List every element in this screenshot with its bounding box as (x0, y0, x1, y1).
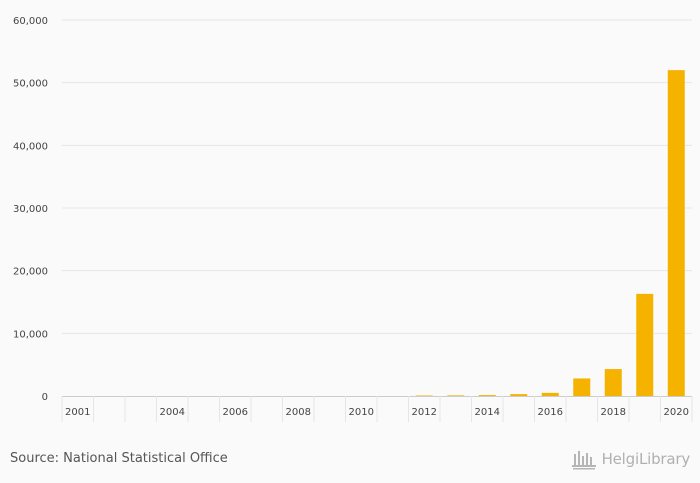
bar (636, 293, 654, 396)
bar (573, 378, 591, 396)
logo-wordmark: HelgiLibrary (601, 450, 691, 468)
x-tick-label: 2018 (601, 407, 626, 418)
library-building-icon (571, 451, 596, 470)
bar (447, 395, 465, 396)
bar (604, 369, 622, 396)
y-tick-label: 20,000 (13, 267, 48, 278)
x-tick-label: 2020 (664, 407, 689, 418)
x-tick-label: 2016 (538, 407, 563, 418)
y-tick-label: 10,000 (13, 329, 48, 340)
bar (510, 394, 528, 396)
footer: Source: National Statistical Office Helg… (0, 440, 700, 483)
x-tick-label: 2004 (160, 407, 185, 418)
bar-chart-svg: 0 10,000 20,000 30,000 40,000 50,000 60,000 200… (13, 16, 693, 422)
y-tick-label: 0 (42, 392, 48, 403)
y-tick-label: 30,000 (13, 204, 48, 215)
x-tick-label: 2001 (65, 407, 90, 418)
bar (541, 392, 559, 396)
y-tick-label: 40,000 (13, 141, 48, 152)
source-note: Source: National Statistical Office (10, 451, 228, 466)
x-tick-label: 2010 (349, 407, 374, 418)
y-tick-label: 50,000 (13, 79, 48, 90)
bar (415, 395, 433, 396)
helgi-library-logo[interactable]: HelgiLibrary (571, 448, 691, 470)
x-tick-label: 2006 (223, 407, 248, 418)
bar (667, 70, 685, 396)
x-tick-label: 2012 (412, 407, 437, 418)
x-tick-label: 2014 (475, 407, 500, 418)
x-tick-label: 2008 (286, 407, 311, 418)
bar (478, 395, 496, 396)
y-tick-label: 60,000 (13, 16, 48, 27)
chart: 0 10,000 20,000 30,000 40,000 50,000 60,000 200… (13, 16, 693, 422)
